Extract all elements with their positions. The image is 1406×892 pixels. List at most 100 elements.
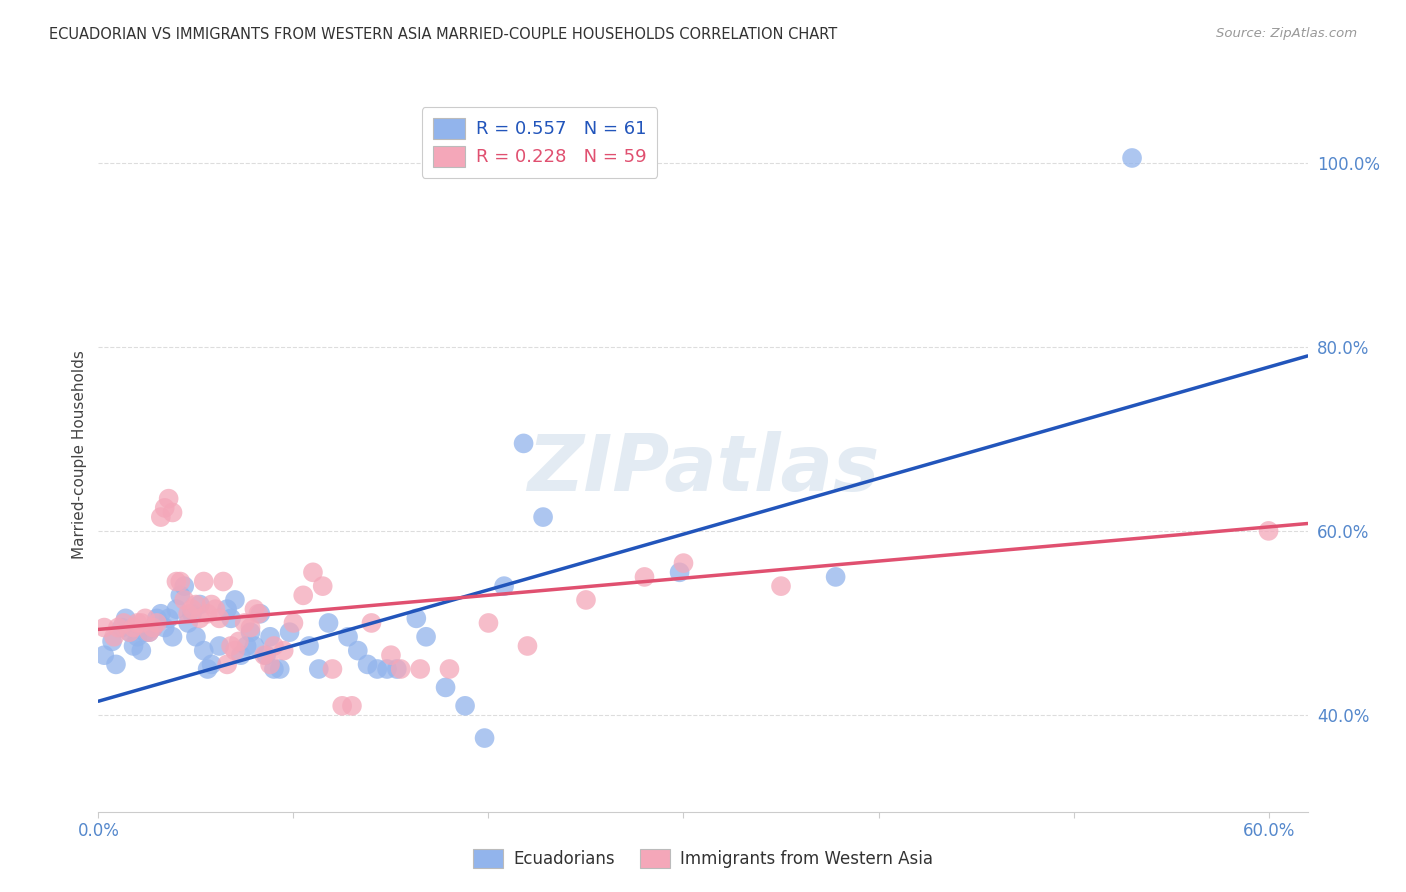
Point	[494, 579, 516, 593]
Point	[366, 662, 388, 676]
Point	[112, 615, 135, 630]
Point	[243, 602, 266, 616]
Point	[153, 500, 176, 515]
Point	[118, 625, 141, 640]
Point	[149, 607, 172, 621]
Point	[93, 648, 115, 663]
Text: Source: ZipAtlas.com: Source: ZipAtlas.com	[1216, 27, 1357, 40]
Text: ZIPatlas: ZIPatlas	[527, 431, 879, 508]
Point	[217, 602, 239, 616]
Point	[131, 615, 153, 630]
Point	[249, 607, 271, 621]
Point	[101, 634, 124, 648]
Point	[131, 643, 153, 657]
Point	[208, 611, 231, 625]
Point	[224, 643, 246, 657]
Point	[531, 510, 554, 524]
Point	[512, 436, 534, 450]
Point	[219, 611, 242, 625]
Point	[477, 615, 499, 630]
Point	[243, 639, 266, 653]
Point	[114, 611, 136, 625]
Point	[138, 625, 160, 640]
Point	[184, 630, 207, 644]
Point	[188, 598, 211, 612]
Point	[181, 602, 204, 616]
Point	[165, 602, 187, 616]
Point	[111, 621, 134, 635]
Point	[516, 639, 538, 653]
Point	[157, 611, 180, 625]
Point	[153, 621, 176, 635]
Point	[415, 630, 437, 644]
Point	[146, 615, 169, 630]
Point	[405, 611, 427, 625]
Point	[269, 662, 291, 676]
Point	[346, 643, 368, 657]
Point	[769, 579, 792, 593]
Point	[169, 588, 191, 602]
Point	[409, 662, 432, 676]
Point	[356, 657, 378, 672]
Point	[169, 574, 191, 589]
Point	[173, 579, 195, 593]
Point	[575, 593, 598, 607]
Point	[380, 648, 402, 663]
Point	[292, 588, 315, 602]
Point	[104, 657, 127, 672]
Point	[157, 491, 180, 506]
Point	[298, 639, 321, 653]
Point	[219, 639, 242, 653]
Point	[204, 602, 226, 616]
Point	[668, 566, 690, 580]
Point	[321, 662, 343, 676]
Legend: R = 0.557   N = 61, R = 0.228   N = 59: R = 0.557 N = 61, R = 0.228 N = 59	[422, 107, 658, 178]
Point	[193, 574, 215, 589]
Point	[122, 639, 145, 653]
Point	[672, 556, 695, 570]
Point	[312, 579, 335, 593]
Point	[188, 611, 211, 625]
Text: ECUADORIAN VS IMMIGRANTS FROM WESTERN ASIA MARRIED-COUPLE HOUSEHOLDS CORRELATION: ECUADORIAN VS IMMIGRANTS FROM WESTERN AS…	[49, 27, 838, 42]
Point	[1257, 524, 1279, 538]
Point	[134, 625, 156, 640]
Point	[162, 506, 184, 520]
Point	[200, 657, 222, 672]
Point	[217, 657, 239, 672]
Point	[173, 593, 195, 607]
Point	[239, 621, 262, 635]
Point	[824, 570, 846, 584]
Point	[302, 566, 325, 580]
Point	[337, 630, 360, 644]
Point	[197, 607, 219, 621]
Point	[1121, 151, 1143, 165]
Point	[330, 698, 353, 713]
Point	[633, 570, 655, 584]
Point	[162, 630, 184, 644]
Point	[454, 698, 477, 713]
Point	[434, 681, 457, 695]
Point	[360, 615, 382, 630]
Y-axis label: Married-couple Households: Married-couple Households	[72, 351, 87, 559]
Point	[118, 625, 141, 640]
Point	[259, 630, 281, 644]
Point	[197, 662, 219, 676]
Point	[200, 598, 222, 612]
Point	[134, 611, 156, 625]
Point	[107, 621, 129, 635]
Point	[177, 615, 200, 630]
Point	[142, 621, 165, 635]
Point	[253, 648, 276, 663]
Point	[375, 662, 398, 676]
Point	[181, 607, 204, 621]
Point	[389, 662, 412, 676]
Point	[224, 593, 246, 607]
Point	[318, 615, 340, 630]
Point	[127, 630, 149, 644]
Point	[142, 621, 165, 635]
Point	[103, 630, 125, 644]
Point	[340, 698, 363, 713]
Point	[193, 643, 215, 657]
Point	[385, 662, 408, 676]
Point	[146, 611, 169, 625]
